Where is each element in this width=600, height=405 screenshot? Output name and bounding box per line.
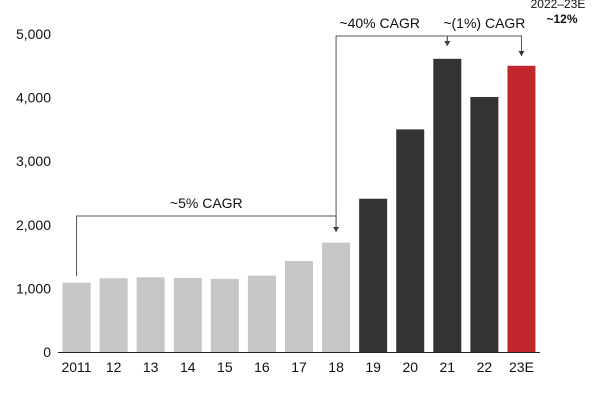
cagr-label: ~(1%) CAGR <box>443 15 525 31</box>
corner-note-period: 2022–23E <box>531 0 586 11</box>
y-tick-label: 3,000 <box>16 153 51 169</box>
y-tick-label: 5,000 <box>16 26 51 42</box>
bar-19 <box>359 198 388 352</box>
x-tick-label: 17 <box>291 359 307 375</box>
x-tick-label: 20 <box>402 359 418 375</box>
x-tick-label: 15 <box>217 359 233 375</box>
bar-17 <box>285 261 313 352</box>
x-tick-label: 18 <box>328 359 344 375</box>
x-tick-label: 19 <box>365 359 381 375</box>
cagr-arrowhead <box>518 51 525 56</box>
cagr-bracket <box>335 35 448 232</box>
bar-18 <box>322 242 351 352</box>
bar-22 <box>470 96 499 353</box>
x-tick-label: 22 <box>477 359 493 375</box>
x-tick-label: 12 <box>106 359 122 375</box>
x-tick-label: 23E <box>509 359 534 375</box>
bar-12 <box>99 278 128 352</box>
y-axis: 0 1,000 2,000 3,000 4,000 5,000 <box>16 26 51 360</box>
bar-23E <box>507 65 536 353</box>
x-axis: 2011 12 13 14 15 16 17 18 19 20 21 22 23E <box>58 352 540 375</box>
x-tick-label: 13 <box>143 359 159 375</box>
bar-20 <box>396 129 425 352</box>
bar-15 <box>210 278 239 352</box>
bar-16 <box>247 275 276 352</box>
x-tick-label: 16 <box>254 359 270 375</box>
y-tick-label: 4,000 <box>16 90 51 106</box>
x-tick-label: 14 <box>180 359 196 375</box>
bar-14 <box>173 277 202 352</box>
bar-2011 <box>62 282 91 352</box>
cagr-bracket <box>446 35 522 56</box>
bars <box>62 58 536 353</box>
y-tick-label: 1,000 <box>16 280 51 296</box>
x-tick-label: 2011 <box>61 359 91 375</box>
cagr-label: ~40% CAGR <box>339 15 420 31</box>
bar-21 <box>433 58 462 352</box>
corner-note-cagr: ~12% <box>546 12 577 26</box>
y-tick-label: 2,000 <box>16 217 51 233</box>
y-tick-label: 0 <box>43 344 51 360</box>
x-tick-label: 21 <box>440 359 456 375</box>
bar-13 <box>136 277 165 352</box>
corner-note: 2022–23E ~12% <box>531 0 586 26</box>
cagr-label: ~5% CAGR <box>170 195 243 211</box>
cagr-annotations: ~5% CAGR ~40% CAGR ~(1%) CAGR <box>76 15 525 276</box>
